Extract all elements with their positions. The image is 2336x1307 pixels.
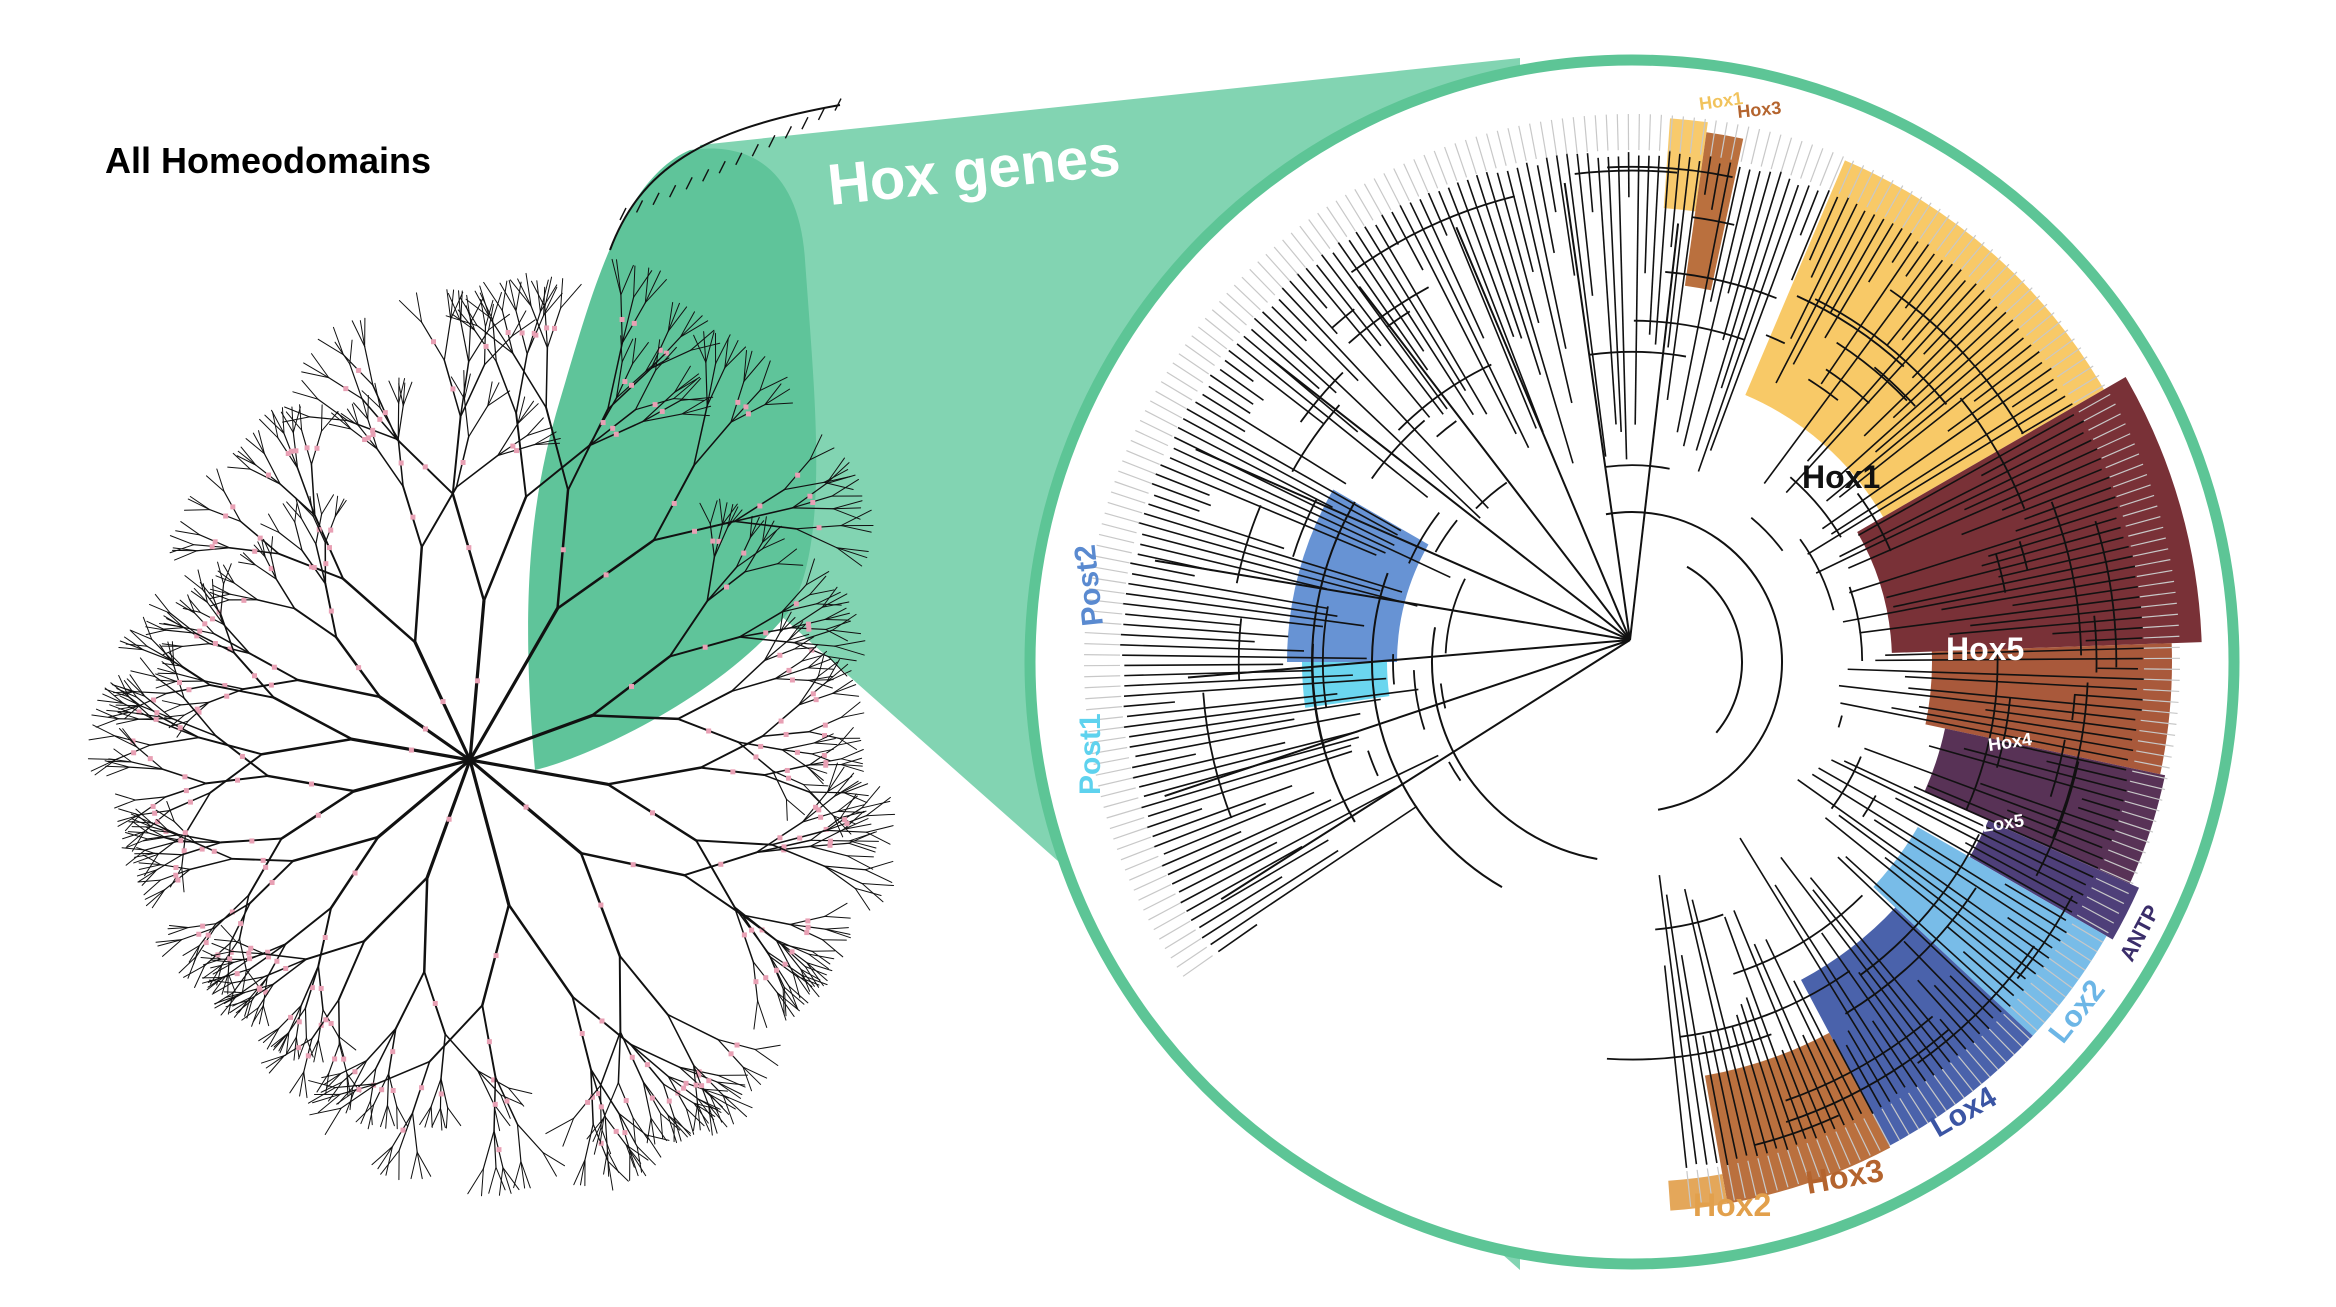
clade-label-hox5: Hox5: [1946, 631, 2024, 667]
clade-wedge-hox1-small: [1663, 118, 1708, 212]
figure-title: All Homeodomains: [105, 140, 431, 181]
clade-wedge-hox4: [1925, 643, 2173, 775]
clade-label-hox2: Hox2: [1693, 1187, 1771, 1223]
hox-tree-branches: [1120, 150, 2145, 1168]
homeodomain-overview-tree: [87, 98, 896, 1197]
hox-subtree-highlight: [528, 148, 817, 770]
hox-tree-tip-labels: [1084, 114, 2180, 1207]
hox-circular-tree: [1024, 54, 2240, 1270]
clade-wedge-hox5: [1857, 377, 2202, 653]
clade-label-hox1: Hox1: [1802, 459, 1880, 495]
clade-label-hox3-small: Hox3: [1736, 97, 1782, 121]
clade-label-post1: Post1: [1074, 713, 1107, 795]
